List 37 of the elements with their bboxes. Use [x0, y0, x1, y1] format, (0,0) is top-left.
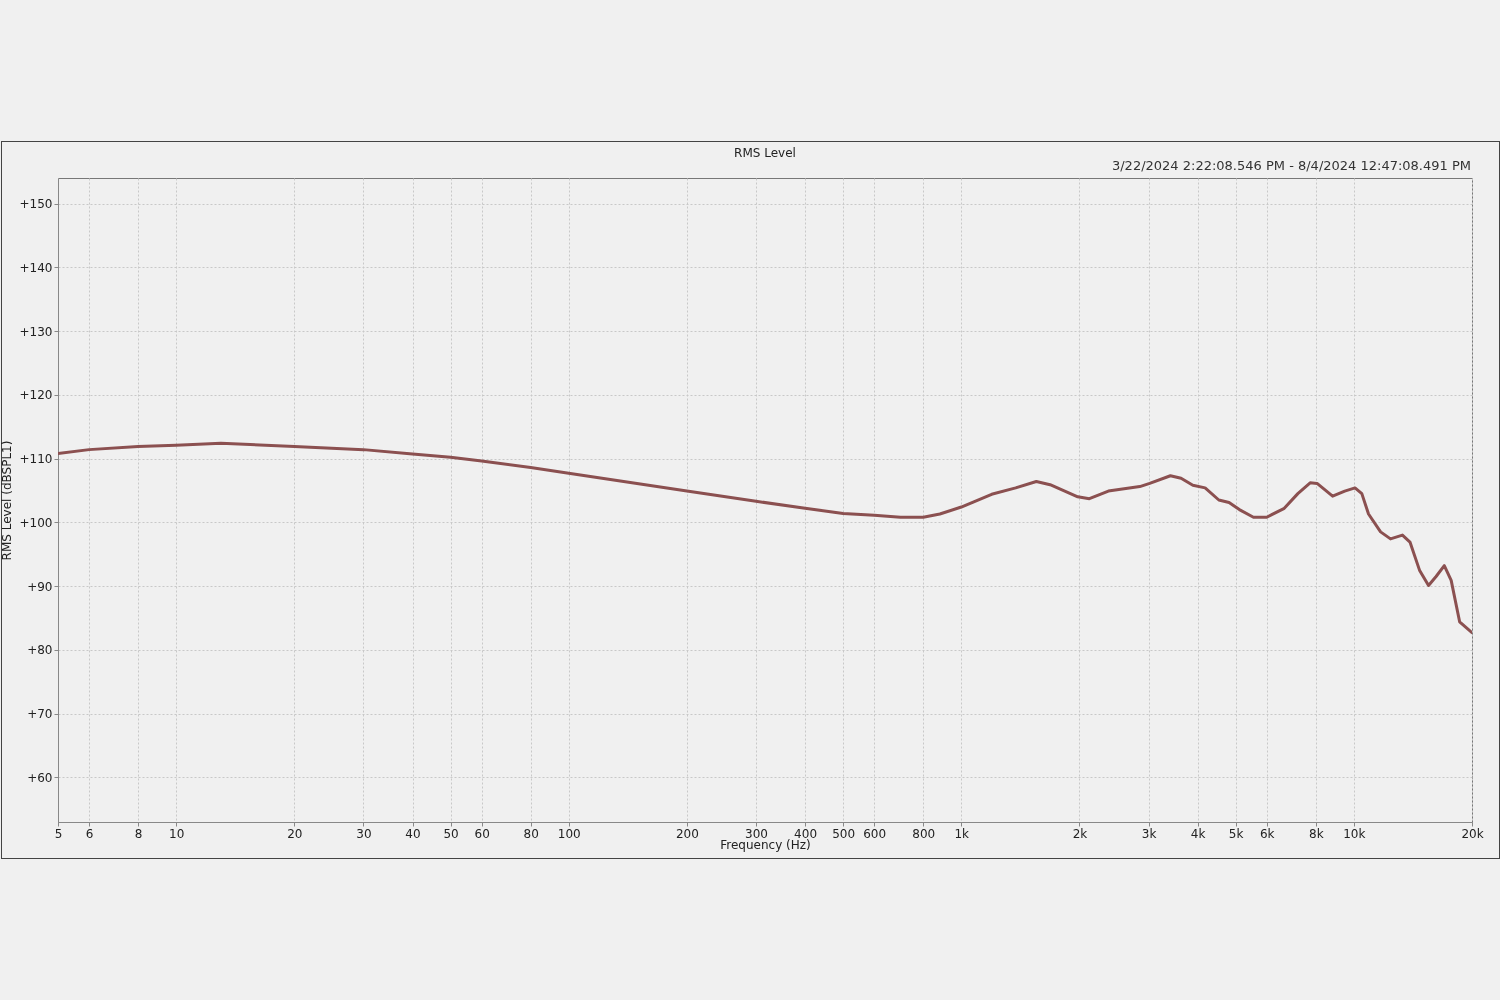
- y-tick-label: +90: [27, 579, 53, 594]
- y-tick-label: +130: [19, 324, 53, 339]
- y-tick-label: +140: [19, 260, 53, 275]
- chart-subtitle: 3/22/2024 2:22:08.546 PM - 8/4/2024 12:47:08.491 PM: [1111, 158, 1471, 173]
- x-tick-label: 500: [832, 826, 856, 841]
- x-tick-label: 10: [169, 826, 185, 841]
- x-tick-label: 4k: [1190, 826, 1206, 841]
- chart-title: RMS Level: [734, 146, 796, 160]
- x-tick-label: 1k: [954, 826, 970, 841]
- x-tick-label: 5: [54, 826, 63, 841]
- x-tick-label: 20: [287, 826, 303, 841]
- x-tick-label: 100: [557, 826, 581, 841]
- x-tick-label: 60: [474, 826, 490, 841]
- x-tick-label: 20k: [1461, 826, 1484, 841]
- x-tick-label: 200: [675, 826, 699, 841]
- y-tick-label: +150: [19, 197, 53, 211]
- x-tick-label: 3k: [1141, 826, 1157, 841]
- y-axis-title: RMS Level (dBSPL1): [0, 440, 14, 561]
- x-tick-label: 2k: [1072, 826, 1088, 841]
- x-tick-label: 6k: [1259, 826, 1275, 841]
- y-tick-label: +120: [19, 388, 53, 403]
- x-tick-label: 30: [356, 826, 372, 841]
- x-tick-label: 8k: [1308, 826, 1324, 841]
- x-tick-label: 50: [443, 826, 459, 841]
- x-tick-label: 80: [523, 826, 539, 841]
- x-tick-label: 40: [405, 826, 421, 841]
- x-tick-label: 8: [134, 826, 143, 841]
- x-tick-label: 6: [85, 826, 94, 841]
- x-tick-label: 10k: [1343, 826, 1366, 841]
- y-tick-label: +60: [27, 770, 53, 785]
- y-tick-label: +70: [27, 707, 53, 722]
- y-tick-label: +100: [19, 515, 53, 530]
- x-tick-label: 800: [912, 826, 936, 841]
- y-tick-label: +110: [19, 452, 53, 467]
- x-tick-label: 600: [863, 826, 887, 841]
- x-tick-label: 5k: [1228, 826, 1244, 841]
- y-tick-label: +80: [27, 643, 53, 658]
